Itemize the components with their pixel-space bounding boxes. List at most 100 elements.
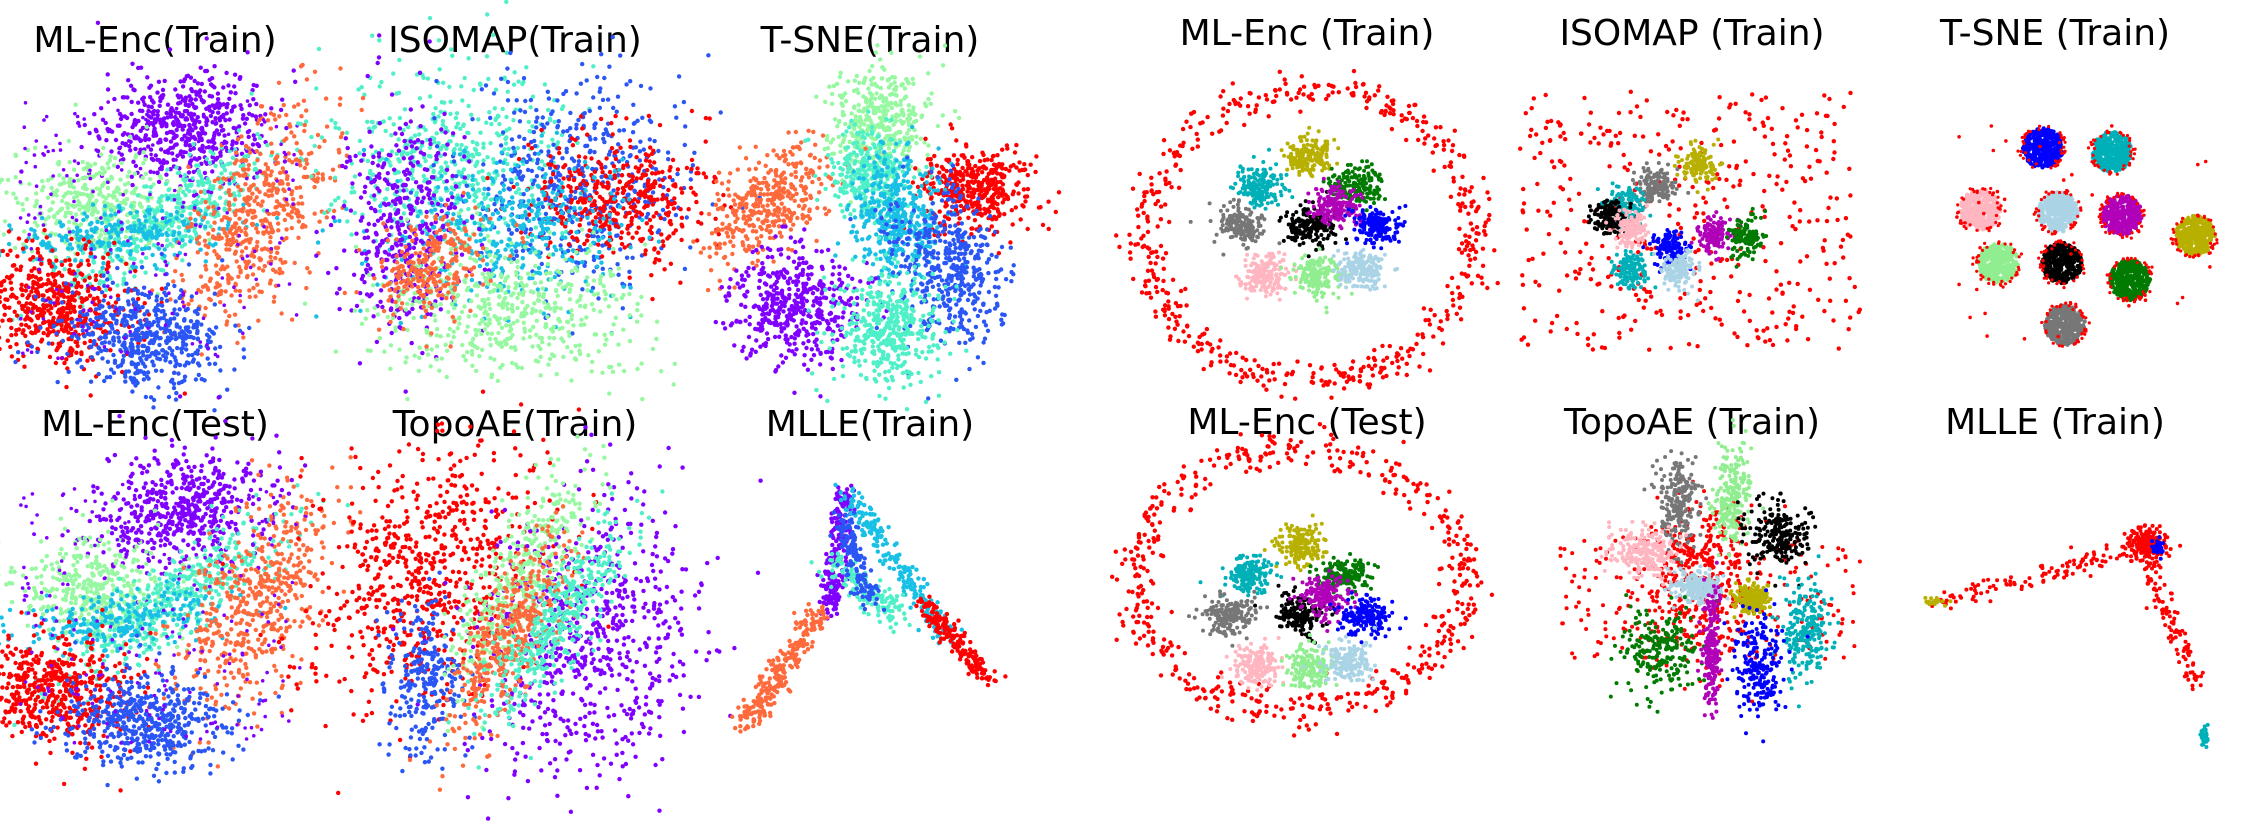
data-point	[134, 123, 138, 127]
data-point	[78, 305, 82, 309]
data-point	[650, 183, 654, 187]
data-point	[391, 71, 395, 75]
data-point	[685, 215, 689, 219]
data-point	[28, 257, 32, 261]
data-point	[485, 12, 489, 16]
data-point	[78, 124, 82, 128]
data-point	[35, 184, 39, 188]
data-point	[93, 255, 97, 259]
data-point	[441, 119, 445, 123]
data-point	[456, 122, 460, 126]
data-point	[289, 130, 293, 134]
data-point	[263, 264, 267, 268]
data-point	[39, 262, 43, 266]
data-point	[179, 174, 183, 178]
data-point	[23, 334, 27, 338]
data-point	[465, 184, 469, 188]
data-point	[678, 281, 682, 285]
data-point	[339, 135, 343, 139]
data-point	[152, 398, 156, 402]
data-point	[67, 370, 71, 374]
data-point	[37, 268, 41, 272]
data-point	[76, 281, 80, 285]
data-point	[516, 79, 520, 83]
data-point	[478, 264, 482, 268]
data-point	[218, 345, 222, 349]
data-point	[563, 250, 567, 254]
data-point	[337, 126, 341, 130]
data-point	[532, 130, 536, 134]
data-point	[560, 189, 564, 193]
data-point	[238, 289, 242, 293]
data-point	[501, 168, 505, 172]
data-point	[221, 85, 225, 89]
scatter-points	[0, 21, 367, 413]
data-point	[713, 217, 717, 221]
data-point	[439, 147, 443, 151]
data-point	[632, 189, 636, 193]
data-point	[75, 226, 79, 230]
data-point	[85, 312, 89, 316]
data-point	[238, 299, 242, 303]
data-point	[232, 84, 236, 88]
data-point	[75, 340, 79, 344]
data-point	[24, 101, 28, 105]
data-point	[144, 333, 148, 337]
data-point	[102, 298, 106, 302]
data-point	[75, 218, 79, 222]
data-point	[634, 209, 638, 213]
data-point	[101, 274, 105, 278]
data-point	[126, 220, 130, 224]
data-point	[117, 124, 121, 128]
data-point	[621, 198, 625, 202]
data-point	[441, 123, 445, 127]
data-point	[337, 148, 341, 152]
data-point	[625, 193, 629, 197]
data-point	[62, 168, 66, 172]
data-point	[67, 268, 71, 272]
data-point	[270, 247, 274, 251]
data-point	[203, 239, 207, 243]
data-point	[518, 108, 522, 112]
data-point	[558, 243, 562, 247]
data-point	[650, 297, 654, 301]
data-point	[14, 196, 18, 200]
data-point	[192, 112, 196, 116]
data-point	[680, 216, 684, 220]
data-point	[30, 238, 34, 242]
data-point	[173, 189, 177, 193]
data-point	[187, 361, 191, 365]
data-point	[437, 38, 441, 42]
data-point	[624, 82, 628, 86]
data-point	[165, 233, 169, 237]
data-point	[449, 47, 453, 51]
data-point	[55, 288, 59, 292]
data-point	[261, 230, 265, 234]
data-point	[296, 121, 300, 125]
data-point	[66, 206, 70, 210]
data-point	[613, 114, 617, 118]
data-point	[196, 131, 200, 135]
data-point	[8, 249, 12, 253]
data-point	[370, 120, 374, 124]
data-point	[253, 215, 257, 219]
data-point	[94, 273, 98, 277]
data-point	[599, 117, 603, 121]
data-point	[602, 140, 606, 144]
data-point	[112, 163, 116, 167]
data-point	[195, 291, 199, 295]
data-point	[82, 117, 86, 121]
data-point	[696, 220, 700, 224]
data-point	[192, 146, 196, 150]
data-point	[154, 313, 158, 317]
data-point	[45, 235, 49, 239]
data-point	[574, 236, 578, 240]
data-point	[608, 174, 612, 178]
data-point	[413, 133, 417, 137]
data-point	[659, 232, 663, 236]
data-point	[21, 352, 25, 356]
data-point	[411, 177, 415, 181]
data-point	[64, 281, 68, 285]
data-point	[492, 202, 496, 206]
data-point	[142, 96, 146, 100]
